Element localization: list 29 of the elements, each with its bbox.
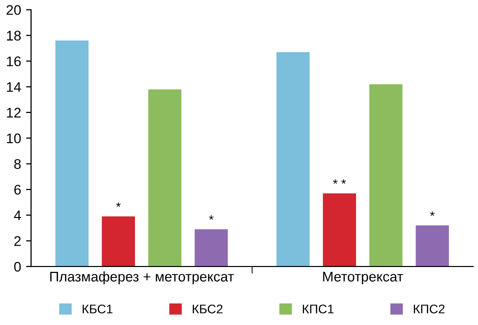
x-tick-label: Метотрексат: [323, 272, 404, 284]
bar: [322, 193, 356, 266]
y-tick-label: 6: [14, 184, 21, 195]
y-tick-label: 8: [14, 159, 21, 169]
bar: [369, 84, 402, 266]
y-tick-label: 18: [6, 30, 21, 41]
bar: [416, 225, 449, 266]
legend-label: КПС2: [414, 304, 444, 314]
y-tick-label: 10: [6, 133, 21, 144]
bar: [148, 89, 182, 266]
x-tick-label: Плазмаферез + метотрексат: [50, 271, 234, 284]
bar: [276, 52, 310, 266]
y-tick-label: 12: [6, 108, 21, 118]
annotation: *: [116, 202, 121, 207]
y-tick-label: 20: [6, 5, 21, 15]
bar: [102, 216, 135, 266]
bar: [55, 40, 89, 266]
y-tick-label: 0: [14, 262, 21, 272]
y-tick-label: 14: [6, 82, 21, 92]
y-tick-label: 16: [6, 56, 21, 66]
y-tick-label: 4: [14, 210, 21, 220]
legend-label: КПС1: [302, 304, 334, 314]
bar: [194, 229, 228, 266]
y-tick-label: 2: [14, 236, 21, 246]
legend-label: КБС1: [82, 304, 112, 314]
annotation: *: [430, 211, 435, 216]
annotation: *: [209, 215, 214, 220]
annotation: * *: [333, 179, 346, 184]
legend-label: КБС2: [192, 304, 222, 314]
